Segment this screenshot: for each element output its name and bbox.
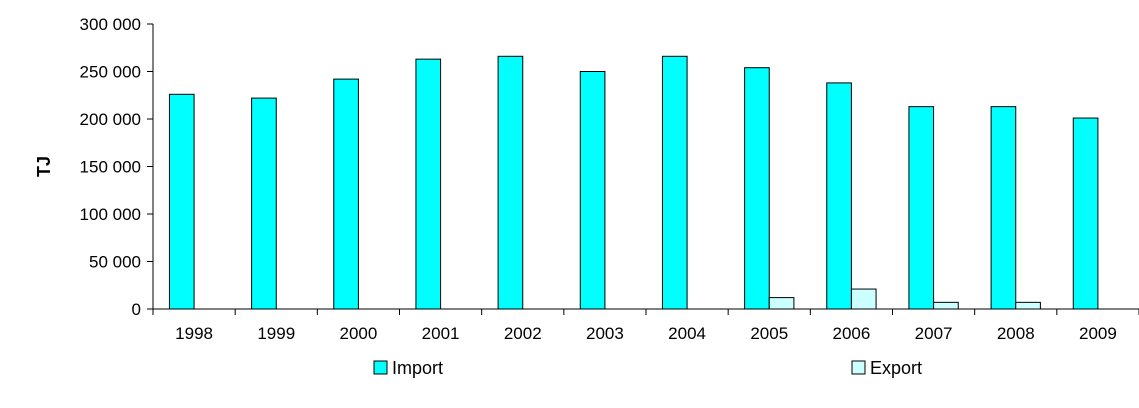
x-tick-label: 2002 [504,324,542,343]
bar-import [744,67,770,310]
x-tick-label: 2004 [668,324,706,343]
bar-import [497,55,524,310]
x-axis: 1998 1999 2000 2001 2002 2003 2004 2005 2006 2007… [152,308,1139,343]
y-tick-label: 0 [132,300,141,319]
x-tick-label: 2008 [997,324,1035,343]
y-axis: 0 50 000 100 000 150 000 200 000 250 000 300 0… [80,15,154,319]
bar-export [1015,301,1041,310]
bar-export [768,297,795,310]
legend: Import Export [373,358,922,378]
x-tick-label: 2006 [833,324,871,343]
y-tick-label: 300 000 [80,15,141,34]
bar-import [251,97,277,310]
bar-import [579,71,606,310]
bar-import [826,82,852,310]
y-tick-label: 250 000 [80,63,141,82]
bar-import [661,55,688,310]
bar-import [415,58,442,310]
x-tick-label: 2005 [750,324,788,343]
legend-swatch-import [373,360,388,375]
bar-export [933,301,959,310]
legend-label-import: Import [392,358,443,378]
x-tick-label: 2000 [340,324,378,343]
x-tick-label: 2003 [586,324,624,343]
x-tick-label: 1998 [175,324,213,343]
legend-label-export: Export [870,358,922,378]
y-tick-label: 50 000 [89,253,141,272]
y-tick-label: 100 000 [80,205,141,224]
bars [168,55,1099,310]
bar-import [168,93,195,310]
x-tick-label: 2007 [915,324,953,343]
y-tick-label: 150 000 [80,158,141,177]
y-tick-label: 200 000 [80,110,141,129]
x-tick-label: 2001 [422,324,460,343]
y-axis-title: TJ [34,156,54,177]
bar-export [850,288,877,310]
bar-import [1072,117,1099,310]
bar-import [333,78,359,310]
bar-import [990,106,1017,310]
x-tick-label: 1999 [257,324,295,343]
legend-swatch-export [851,360,866,375]
bar-import [908,106,935,310]
x-tick-label: 2009 [1079,324,1117,343]
